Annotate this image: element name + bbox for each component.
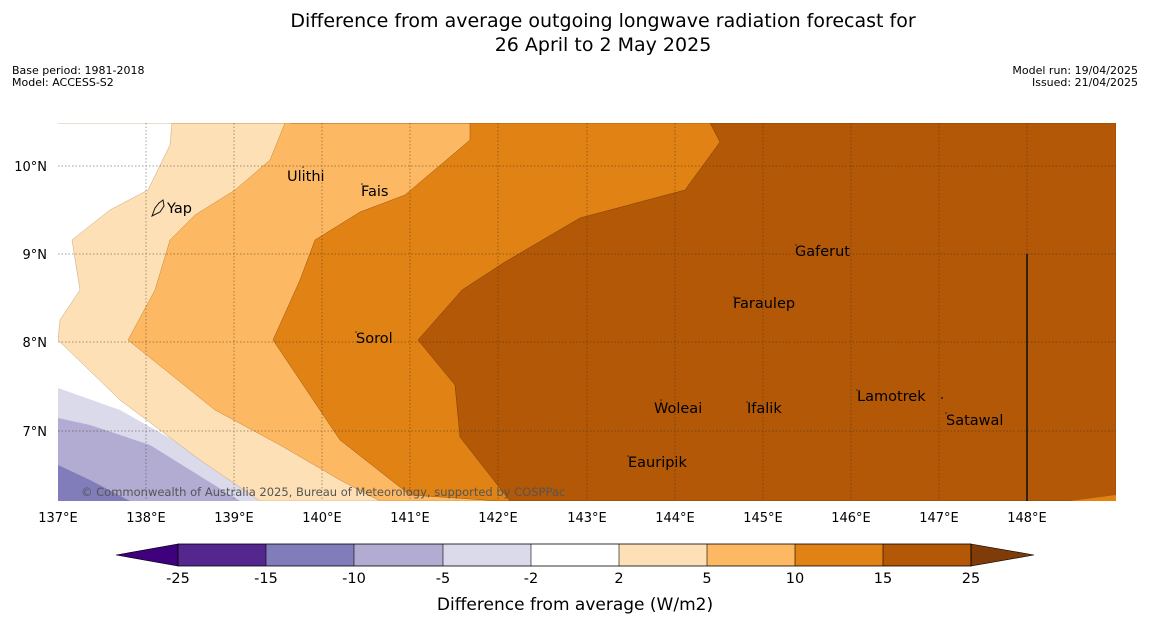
colorbar-segment-2 (266, 544, 354, 566)
colorbar-outline (177, 543, 972, 567)
colorbar-label: Difference from average (W/m2) (437, 595, 713, 615)
copyright-credit: © Commonwealth of Australia 2025, Bureau… (81, 485, 565, 499)
colorbar-tick-5: 5 (702, 571, 711, 587)
lon-tick-138e: 138°E (126, 511, 166, 526)
place-label-sorol: Sorol (356, 331, 393, 347)
place-label-fais: Fais (361, 184, 388, 200)
colorbar-tick-minus2: -2 (524, 571, 538, 587)
colorbar-tick-25: 25 (962, 571, 980, 587)
lon-tick-144e: 144°E (655, 511, 695, 526)
issued-date: Issued: 21/04/2025 (1031, 76, 1138, 89)
lat-tick-10n: 10°N (14, 160, 47, 175)
lat-tick-8n: 8°N (23, 336, 48, 351)
latitude-ticks: 10°N 9°N 8°N 7°N (14, 160, 47, 440)
colorbar-segment-5 (531, 544, 619, 566)
place-label-yap: Yap (166, 201, 192, 217)
colorbar-tick-minus5: -5 (436, 571, 450, 587)
metadata-left: Base period: 1981-2018 Model: ACCESS-S2 (12, 65, 144, 89)
colorbar-tick-2: 2 (614, 571, 623, 587)
lat-tick-9n: 9°N (23, 248, 48, 263)
place-label-satawal: Satawal (946, 413, 1003, 429)
map-area: Yap Ulithi Fais Gaferut Faraulep Sorol W… (58, 123, 1116, 501)
lon-tick-143e: 143°E (567, 511, 607, 526)
colorbar-segment-1 (178, 544, 266, 566)
colorbar-tick-minus25: -25 (166, 571, 190, 587)
lon-tick-141e: 141°E (390, 511, 430, 526)
colorbar-tick-15: 15 (874, 571, 892, 587)
place-label-faraulep: Faraulep (733, 296, 795, 312)
model-name: Model: ACCESS-S2 (12, 76, 114, 89)
lon-tick-142e: 142°E (478, 511, 518, 526)
base-period: Base period: 1981-2018 (12, 64, 145, 77)
place-label-ulithi: Ulithi (287, 169, 325, 185)
title-line-1: Difference from average outgoing longwav… (290, 10, 916, 32)
map-title: Difference from average outgoing longwav… (0, 9, 1150, 57)
colorbar-tick-minus10: -10 (342, 571, 366, 587)
contour-25-plus (1070, 495, 1116, 501)
colorbar: -25 -15 -10 -5 -2 2 5 10 15 25 Differenc… (115, 543, 1035, 615)
colorbar-segment-9 (883, 544, 971, 566)
colorbar-segment-6 (619, 544, 707, 566)
island-markers (302, 166, 947, 457)
colorbar-extend-low (115, 543, 179, 567)
colorbar-tick-minus15: -15 (254, 571, 278, 587)
contour-15-25 (417, 123, 1116, 501)
lon-tick-147e: 147°E (919, 511, 959, 526)
colorbar-extend-high (970, 543, 1035, 567)
yap-island-shape (151, 199, 165, 218)
place-label-ifalik: Ifalik (747, 401, 782, 417)
lon-tick-145e: 145°E (743, 511, 783, 526)
longitude-ticks: 137°E 138°E 139°E 140°E 141°E 142°E 143°… (38, 511, 1047, 526)
colorbar-tick-10: 10 (786, 571, 804, 587)
title-line-2: 26 April to 2 May 2025 (494, 34, 712, 56)
lon-tick-140e: 140°E (302, 511, 342, 526)
place-label-lamotrek: Lamotrek (857, 389, 926, 405)
contour-purple-dark (58, 465, 130, 501)
lon-tick-137e: 137°E (38, 511, 78, 526)
lon-tick-148e: 148°E (1007, 511, 1047, 526)
place-label-gaferut: Gaferut (795, 244, 850, 260)
place-label-eauripik: Eauripik (628, 455, 687, 471)
colorbar-segment-3 (354, 544, 443, 566)
place-label-woleai: Woleai (654, 401, 702, 417)
colorbar-segment-8 (795, 544, 883, 566)
contour-purple-mid (58, 418, 240, 501)
lon-tick-139e: 139°E (214, 511, 254, 526)
colorbar-segment-7 (707, 544, 795, 566)
lat-tick-7n: 7°N (23, 425, 48, 440)
metadata-right: Model run: 19/04/2025 Issued: 21/04/2025 (1012, 65, 1138, 89)
colorbar-segment-4 (443, 544, 531, 566)
model-run: Model run: 19/04/2025 (1012, 64, 1138, 77)
lon-tick-146e: 146°E (831, 511, 871, 526)
